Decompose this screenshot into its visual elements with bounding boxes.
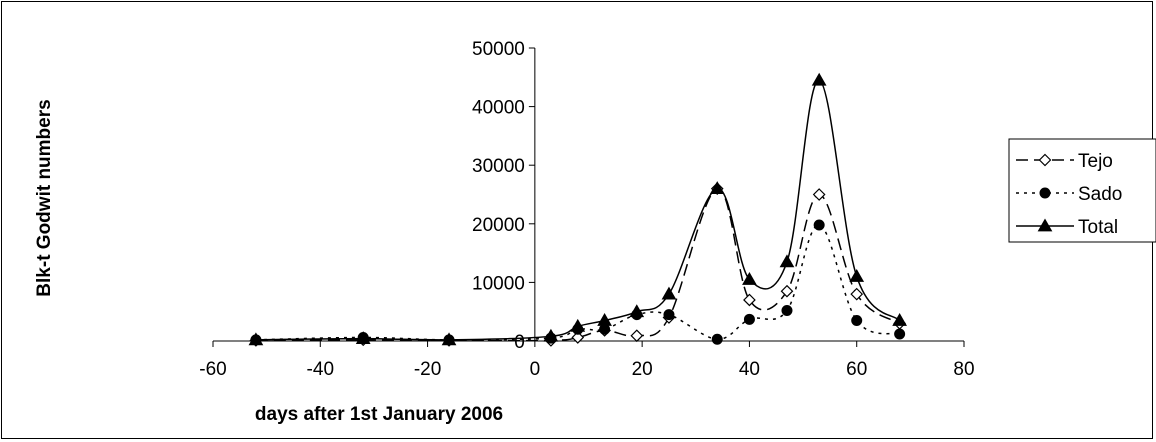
data-point-tejo xyxy=(743,293,756,307)
x-tick-label: 0 xyxy=(530,359,541,380)
data-point-total xyxy=(248,332,264,346)
data-point-total xyxy=(661,286,677,300)
data-point-total xyxy=(441,332,457,346)
series-line-tejo xyxy=(255,187,901,342)
x-tick-label: 80 xyxy=(953,359,974,380)
data-point-total xyxy=(543,328,559,342)
data-point-sado xyxy=(711,333,723,345)
series-line-total xyxy=(255,79,901,341)
data-point-tejo xyxy=(571,331,585,344)
legend-marker-total xyxy=(1037,218,1053,232)
y-tick-label: 30000 xyxy=(472,156,525,177)
data-point-tejo xyxy=(812,188,826,201)
legend: Tejo Sado Total xyxy=(1008,138,1156,243)
x-tick-label: 20 xyxy=(632,359,653,380)
legend-marker-tejo xyxy=(1038,153,1052,167)
data-point-total xyxy=(849,269,865,282)
x-tick-label: 60 xyxy=(846,359,867,380)
legend-label-total: Total xyxy=(1078,217,1118,238)
data-point-total xyxy=(597,312,612,326)
legend-label-tejo: Tejo xyxy=(1078,151,1113,172)
data-point-sado xyxy=(663,309,675,321)
legend-item-total: Total xyxy=(1016,217,1118,238)
legend-marker-sado xyxy=(1039,187,1051,199)
legend-item-tejo: Tejo xyxy=(1016,151,1113,172)
y-tick-label: 0 xyxy=(514,332,525,353)
data-point-total xyxy=(570,318,586,332)
data-point-sado xyxy=(781,305,793,317)
data-point-sado xyxy=(813,219,825,231)
y-axis-title: Blk-t Godwit numbers xyxy=(34,99,55,296)
y-tick-label: 20000 xyxy=(472,215,525,236)
data-point-total xyxy=(742,271,757,285)
data-point-total xyxy=(779,254,795,268)
data-point-total xyxy=(355,331,371,345)
data-point-sado xyxy=(894,328,906,340)
axes: 0 10000 20000 30000 40000 50000 -60 -40 -20 0 20 40… xyxy=(199,39,974,380)
data-point-tejo xyxy=(630,329,644,343)
x-tick-label: -60 xyxy=(199,359,226,380)
legend-item-sado: Sado xyxy=(1016,184,1122,205)
data-point-sado xyxy=(743,313,755,325)
data-point-tejo xyxy=(780,284,794,298)
x-tick-label: -40 xyxy=(307,359,334,380)
data-point-total xyxy=(892,312,907,326)
y-tick-label: 50000 xyxy=(472,39,525,60)
x-tick-label: -20 xyxy=(414,359,441,380)
data-point-total xyxy=(629,304,645,318)
series-total xyxy=(248,72,907,346)
data-point-tejo xyxy=(850,287,864,301)
legend-label-sado: Sado xyxy=(1078,184,1122,205)
series-layer xyxy=(248,72,907,347)
legend-box xyxy=(1008,138,1156,243)
y-tick-label: 10000 xyxy=(472,273,525,294)
data-point-total xyxy=(811,72,827,86)
x-axis-title: days after 1st January 2006 xyxy=(255,404,503,425)
data-point-total xyxy=(709,181,725,195)
y-tick-label: 40000 xyxy=(472,98,525,119)
data-point-sado xyxy=(851,314,863,326)
x-tick-label: 40 xyxy=(739,359,760,380)
